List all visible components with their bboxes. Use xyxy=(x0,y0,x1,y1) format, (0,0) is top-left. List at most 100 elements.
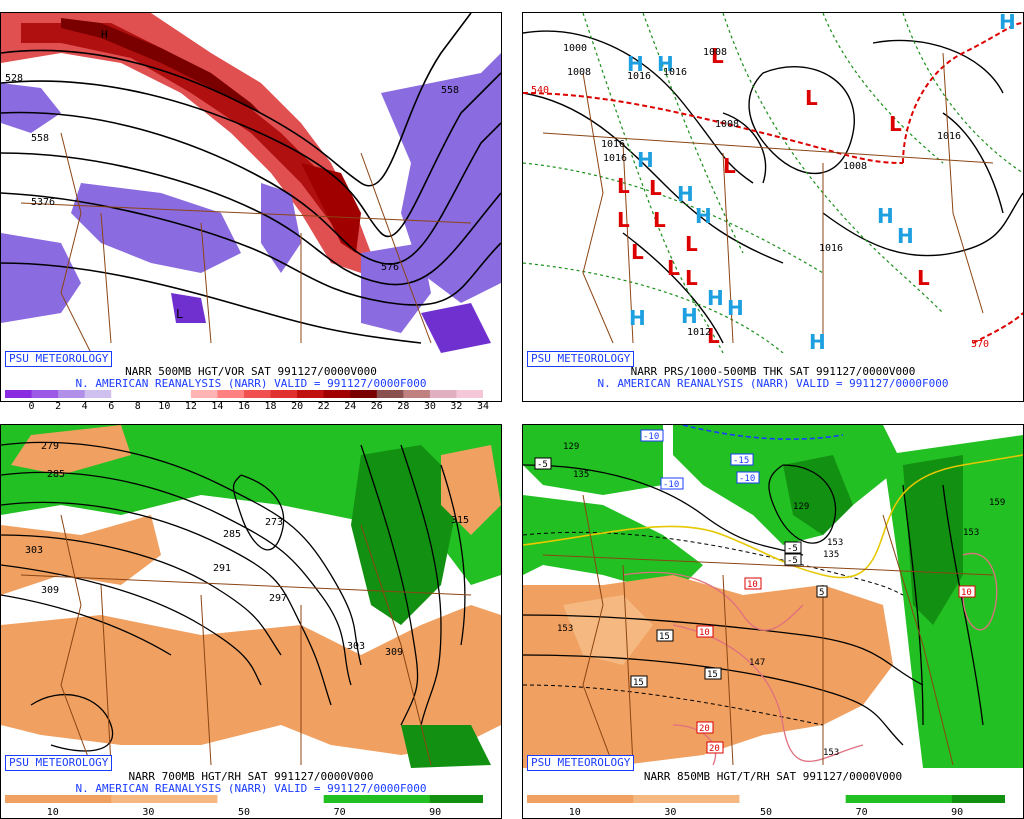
colorbar xyxy=(527,795,1005,803)
colorbar-swatch xyxy=(84,390,112,398)
temperature-label-box xyxy=(534,457,552,470)
product-title: NARR 850MB HGT/T/RH SAT 991127/0000V000 xyxy=(643,770,903,783)
valid-time: N. AMERICAN REANALYSIS (NARR) VALID = 99… xyxy=(75,782,427,795)
psu-meteorology-badge: PSU METEOROLOGY xyxy=(527,351,635,367)
temperature-label: -10 xyxy=(739,474,755,484)
height-label: 297 xyxy=(269,593,287,604)
colorbar-tick-label: 30 xyxy=(142,807,155,818)
temperature-label: 20 xyxy=(709,744,720,754)
colorbar-ticks: 10 30 50 70 90 xyxy=(1,807,501,819)
colorbar-swatch xyxy=(244,390,272,398)
temperature-label: -10 xyxy=(643,432,659,442)
colorbar-swatch xyxy=(297,390,325,398)
high-pressure-marker: H xyxy=(877,204,894,228)
colorbar-swatch xyxy=(31,390,59,398)
low-pressure-marker: L xyxy=(667,256,680,280)
temperature-label: -5 xyxy=(537,460,548,470)
colorbar-swatch xyxy=(323,795,378,803)
temperature-label: 10 xyxy=(747,580,758,590)
low-pressure-marker: L xyxy=(631,240,644,264)
colorbar-tick-label: 18 xyxy=(264,401,277,412)
isobar-label: 1016 xyxy=(937,131,961,142)
height-label: 129 xyxy=(793,502,809,512)
colorbar-swatch xyxy=(270,795,325,803)
height-label: 147 xyxy=(749,658,765,668)
colorbar-swatch xyxy=(686,795,740,803)
high-pressure-marker: H xyxy=(629,306,646,330)
contour-label: 558 xyxy=(31,133,49,144)
product-title: NARR 500MB HGT/VOR SAT 991127/0000V000 xyxy=(125,365,377,378)
high-pressure-marker: H xyxy=(707,286,724,310)
isobar-label: 1008 xyxy=(843,161,867,172)
contour-label: 576 xyxy=(381,262,399,273)
colorbar-swatch xyxy=(58,390,86,398)
high-pressure-marker: H xyxy=(897,224,914,248)
colorbar-tick-label: 8 xyxy=(134,401,141,412)
colorbar-tick-label: 0 xyxy=(28,401,35,412)
colorbar xyxy=(5,390,483,398)
low-pressure-marker: L xyxy=(723,154,736,178)
high-center-label: H xyxy=(101,28,108,41)
colorbar-swatch xyxy=(217,795,272,803)
height-label: 153 xyxy=(827,538,843,548)
temperature-label: -15 xyxy=(733,456,749,466)
colorbar-swatch xyxy=(580,795,634,803)
colorbar-tick-label: 12 xyxy=(184,401,197,412)
colorbar-tick-label: 70 xyxy=(855,807,868,818)
isobar-label: 1008 xyxy=(715,119,739,130)
height-label: 309 xyxy=(385,647,403,658)
panel-700mb-rh: 279 285 303 309 285 291 297 273 315 303 … xyxy=(0,424,502,819)
isobar-label: 1016 xyxy=(601,139,625,150)
isobar-label: 1016 xyxy=(663,67,687,78)
psu-meteorology-badge: PSU METEOROLOGY xyxy=(527,755,635,771)
height-label: 279 xyxy=(41,441,59,452)
height-label: 303 xyxy=(347,641,365,652)
height-label: 159 xyxy=(989,498,1005,508)
temperature-label-box xyxy=(656,629,674,642)
high-pressure-marker: H xyxy=(695,204,712,228)
map-850mb-temp-rh: -10 -15 -10 -5 -10 -5 10 5 15 10 15 15 20 20 10 -5 129 13… xyxy=(523,425,1023,768)
colorbar-tick-label: 70 xyxy=(333,807,346,818)
colorbar-swatch xyxy=(376,390,404,398)
colorbar-swatch xyxy=(164,390,192,398)
map-700mb-rh: 279 285 303 309 285 291 297 273 315 303 … xyxy=(1,425,501,768)
high-pressure-marker: H xyxy=(681,304,698,328)
low-pressure-marker: L xyxy=(685,232,698,256)
low-pressure-marker: L xyxy=(711,44,724,68)
isobar-label: 1008 xyxy=(703,47,727,58)
isobar-label: 1016 xyxy=(819,243,843,254)
isobar-label: 1016 xyxy=(627,71,651,82)
low-pressure-marker: L xyxy=(617,174,630,198)
colorbar-tick-label: 14 xyxy=(211,401,224,412)
map-surface-pressure-thickness: H H H H H H H H H H H H H L L L L L L L xyxy=(523,13,1023,353)
colorbar-tick-label: 30 xyxy=(423,401,436,412)
temperature-label-box xyxy=(958,585,976,598)
low-center-label: L xyxy=(176,307,183,321)
colorbar-tick-label: 16 xyxy=(237,401,251,412)
height-label: 153 xyxy=(963,528,979,538)
colorbar xyxy=(5,795,483,803)
colorbar-tick-label: 50 xyxy=(237,807,251,818)
colorbar-tick-label: 2 xyxy=(55,401,62,412)
colorbar-swatch xyxy=(429,390,457,398)
temperature-label: 15 xyxy=(707,670,718,680)
valid-time: N. AMERICAN REANALYSIS (NARR) VALID = 99… xyxy=(597,377,949,390)
temperature-label: 15 xyxy=(633,678,644,688)
colorbar-swatch xyxy=(323,390,351,398)
colorbar-swatch xyxy=(58,795,112,803)
colorbar-swatch xyxy=(164,795,218,803)
height-label: 273 xyxy=(265,517,283,528)
colorbar-swatch xyxy=(898,795,953,803)
colorbar-tick-label: 10 xyxy=(158,401,171,412)
colorbar-ticks: 10 30 50 70 90 xyxy=(523,807,1023,819)
temperature-label: -5 xyxy=(787,556,798,566)
isobar-label: 1008 xyxy=(567,67,591,78)
temperature-label-box xyxy=(816,585,828,598)
colorbar-tick-label: 34 xyxy=(476,401,490,412)
temperature-label-box xyxy=(630,675,648,688)
colorbar-swatch xyxy=(376,795,431,803)
colorbar-tick-label: 28 xyxy=(397,401,410,412)
colorbar-tick-label: 24 xyxy=(344,401,357,412)
temperature-label: 10 xyxy=(961,588,972,598)
temperature-label: -5 xyxy=(787,544,798,554)
